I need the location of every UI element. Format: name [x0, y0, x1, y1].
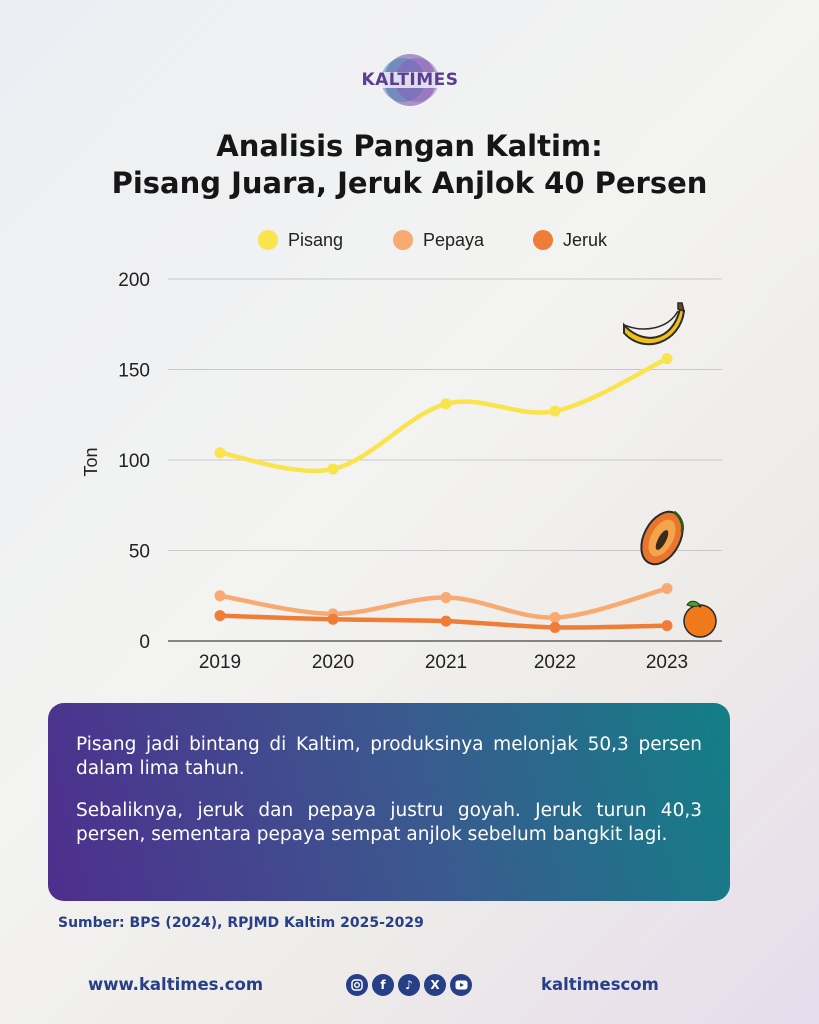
series-pisang: [214, 353, 673, 475]
page-title: Analisis Pangan Kaltim: Pisang Juara, Je…: [0, 128, 819, 202]
data-point-jeruk: [214, 610, 226, 622]
youtube-icon[interactable]: [450, 974, 472, 996]
logo-text: KALTIMES: [361, 70, 459, 90]
y-tick-label: 200: [118, 270, 150, 291]
legend-dot-pepaya: [393, 230, 413, 250]
x-tick-label: 2019: [199, 652, 241, 673]
legend-dot-jeruk: [533, 230, 553, 250]
x-tick-label: 2023: [646, 652, 688, 673]
logo-emblem-icon: [375, 54, 445, 106]
papaya-icon: [640, 510, 684, 566]
y-axis-label: Ton: [81, 447, 101, 476]
insight-panel: Pisang jadi bintang di Kaltim, produksin…: [48, 703, 730, 901]
chart-series: [214, 353, 673, 633]
title-line-1: Analisis Pangan Kaltim:: [216, 129, 603, 163]
data-point-pepaya: [661, 583, 673, 595]
legend-item-pepaya: Pepaya: [393, 225, 484, 255]
source-note: Sumber: BPS (2024), RPJMD Kaltim 2025-20…: [58, 915, 424, 931]
y-tick-label: 0: [139, 632, 150, 653]
x-axis-ticks: 2019 2020 2021 2022 2023: [199, 652, 688, 673]
legend-item-pisang: Pisang: [258, 225, 343, 255]
insight-paragraph-1: Pisang jadi bintang di Kaltim, produksin…: [76, 734, 702, 779]
line-chart: 0 50 100 150 200 Ton 2019 2020 2021 2022 2023: [81, 270, 722, 673]
series-jeruk: [214, 610, 673, 633]
y-tick-label: 50: [129, 542, 150, 563]
chart-legend: Pisang Pepaya Jeruk: [0, 225, 819, 255]
kaltimes-logo: KALTIMES: [355, 50, 465, 110]
legend-item-jeruk: Jeruk: [533, 225, 607, 255]
instagram-icon[interactable]: [346, 974, 368, 996]
legend-label-pepaya: Pepaya: [423, 229, 485, 250]
website-link[interactable]: www.kaltimes.com: [88, 975, 264, 994]
x-icon[interactable]: X: [424, 974, 446, 996]
data-point-pepaya: [440, 592, 452, 604]
chart-grid: [168, 278, 722, 642]
tiktok-icon[interactable]: ♪: [398, 974, 420, 996]
data-point-pisang: [440, 398, 452, 410]
insight-paragraph-2: Sebaliknya, jeruk dan pepaya justru goya…: [76, 800, 702, 845]
data-point-jeruk: [440, 615, 452, 627]
series-line-pisang: [217, 356, 670, 474]
x-tick-label: 2022: [534, 652, 576, 673]
x-tick-label: 2020: [312, 652, 354, 673]
data-point-jeruk: [549, 621, 561, 633]
x-tick-label: 2021: [425, 652, 467, 673]
data-point-pisang: [661, 353, 673, 365]
chart-icons: [623, 302, 717, 638]
y-tick-label: 150: [118, 361, 150, 382]
y-axis-ticks: 0 50 100 150 200: [118, 270, 150, 653]
data-point-pepaya: [214, 590, 226, 602]
banana-icon: [623, 302, 686, 345]
data-point-jeruk: [661, 620, 673, 632]
legend-label-jeruk: Jeruk: [563, 229, 608, 250]
y-tick-label: 100: [118, 451, 150, 472]
data-point-pisang: [549, 405, 561, 417]
social-handle: kaltimescom: [541, 975, 659, 994]
social-icons: f ♪ X: [346, 974, 472, 996]
series-pepaya: [214, 583, 673, 623]
legend-dot-pisang: [258, 230, 278, 250]
legend-label-pisang: Pisang: [288, 229, 344, 250]
data-point-pepaya: [549, 611, 561, 623]
data-point-pisang: [214, 447, 226, 459]
facebook-icon[interactable]: f: [372, 974, 394, 996]
data-point-pisang: [327, 463, 339, 475]
title-line-2: Pisang Juara, Jeruk Anjlok 40 Persen: [111, 166, 708, 200]
data-point-jeruk: [327, 613, 339, 625]
orange-icon: [683, 600, 717, 638]
